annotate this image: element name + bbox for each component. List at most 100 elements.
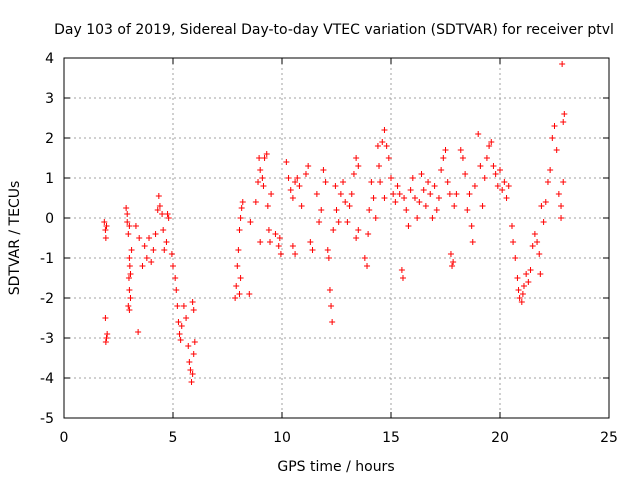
chart-title: Day 103 of 2019, Sidereal Day-to-day VTE…: [54, 22, 614, 38]
data-point: [492, 171, 499, 177]
data-point: [469, 239, 476, 245]
data-point: [124, 219, 131, 225]
data-point: [355, 227, 362, 233]
data-point: [246, 291, 253, 297]
data-point: [276, 235, 283, 241]
data-point: [330, 227, 337, 233]
data-point: [172, 275, 179, 281]
data-point: [124, 211, 131, 217]
data-point: [433, 207, 440, 213]
y-tick-label: -5: [40, 411, 54, 427]
data-point: [272, 231, 279, 237]
data-point: [298, 203, 305, 209]
data-point: [457, 147, 464, 153]
data-point: [536, 251, 543, 257]
data-point: [516, 295, 523, 301]
data-point: [329, 319, 336, 325]
data-point: [136, 235, 143, 241]
y-tick-label: -4: [40, 371, 54, 387]
data-point: [508, 223, 515, 229]
data-point: [235, 247, 242, 253]
data-point: [503, 195, 510, 201]
data-point: [296, 183, 303, 189]
data-point: [234, 263, 241, 269]
data-point: [518, 299, 525, 305]
data-point: [168, 251, 175, 257]
data-point: [152, 231, 159, 237]
data-point: [126, 307, 133, 313]
data-point: [236, 291, 243, 297]
data-point: [126, 263, 133, 269]
data-point: [237, 215, 244, 221]
data-point: [294, 175, 301, 181]
data-point: [453, 191, 460, 197]
data-point: [285, 175, 292, 181]
data-point: [102, 315, 109, 321]
data-point: [392, 199, 399, 205]
data-point: [549, 135, 556, 141]
data-point: [390, 191, 397, 197]
data-point: [173, 287, 180, 293]
data-point: [497, 167, 503, 173]
data-point: [102, 339, 109, 345]
data-point: [103, 335, 110, 341]
data-point: [255, 179, 262, 185]
data-point: [268, 191, 275, 197]
data-point: [161, 247, 168, 253]
data-point: [420, 187, 427, 193]
y-tick-label: 4: [45, 51, 54, 67]
data-point: [364, 263, 371, 269]
data-point: [471, 183, 478, 189]
data-point: [377, 179, 384, 185]
data-point: [353, 155, 360, 161]
data-point: [259, 175, 266, 181]
data-point: [427, 191, 434, 197]
data-point: [125, 231, 132, 237]
data-point: [494, 183, 501, 189]
data-point: [542, 199, 549, 205]
data-point: [418, 171, 425, 177]
data-point: [187, 367, 194, 373]
data-point: [488, 139, 495, 145]
data-point: [164, 211, 171, 217]
data-point: [383, 143, 390, 149]
grid-lines: [64, 58, 609, 418]
y-tick-label: 1: [45, 171, 54, 187]
data-point: [125, 275, 132, 281]
data-point: [486, 143, 493, 149]
data-point: [313, 191, 320, 197]
data-point: [344, 219, 351, 225]
data-point: [385, 155, 392, 161]
data-point: [263, 151, 270, 157]
data-point: [442, 147, 449, 153]
x-tick-label: 10: [273, 430, 291, 446]
data-point: [407, 187, 414, 193]
data-point: [185, 343, 192, 349]
data-point: [551, 123, 558, 129]
data-point: [527, 267, 534, 273]
data-point: [190, 307, 197, 313]
data-point: [332, 183, 339, 189]
data-point: [176, 331, 183, 337]
data-point: [376, 163, 383, 169]
data-point: [126, 287, 133, 293]
data-point: [544, 179, 551, 185]
data-point: [340, 179, 347, 185]
data-point: [396, 191, 403, 197]
data-point: [466, 191, 473, 197]
data-point: [180, 303, 187, 309]
data-point: [150, 247, 157, 253]
data-point: [265, 227, 272, 233]
data-point: [126, 255, 133, 261]
data-point: [305, 163, 312, 169]
data-point: [163, 239, 170, 245]
data-point: [247, 219, 254, 225]
data-point: [337, 191, 344, 197]
data-point: [102, 235, 109, 241]
data-point: [102, 227, 109, 233]
y-tick-label: 0: [45, 211, 54, 227]
data-point: [388, 175, 394, 181]
data-point: [165, 215, 172, 221]
data-point: [326, 287, 333, 293]
data-point: [409, 175, 416, 181]
